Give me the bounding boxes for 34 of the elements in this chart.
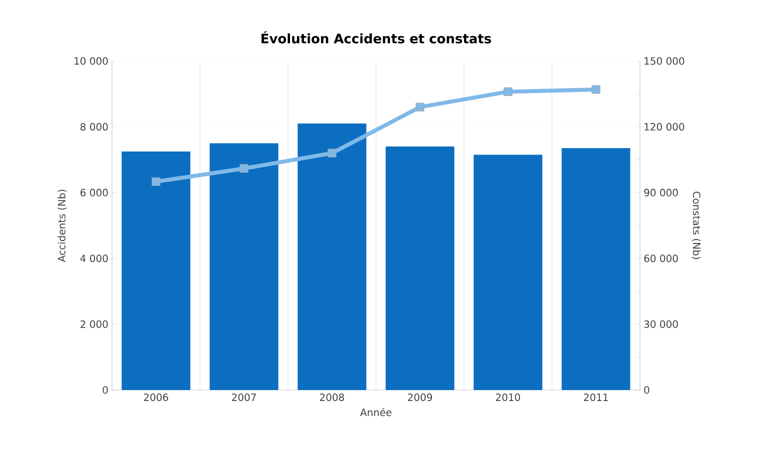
bar xyxy=(298,124,366,390)
y2-tick-label: 30 000 xyxy=(644,320,678,328)
y-tick-label: 6 000 xyxy=(80,188,108,196)
y2-tick-label: 90 000 xyxy=(644,188,678,196)
point xyxy=(240,164,248,173)
y2-tick-label: 60 000 xyxy=(644,254,678,262)
y-tick-label: 8 000 xyxy=(80,123,108,131)
x-tick-label: 2009 xyxy=(408,394,432,402)
bar xyxy=(122,151,190,390)
point xyxy=(328,148,336,158)
x-tick-label: 2008 xyxy=(320,394,344,402)
point xyxy=(152,177,160,186)
y-axis-title: Accidents (Nb) xyxy=(58,190,67,262)
y-tick-label: 2 000 xyxy=(80,320,108,328)
y-tick-label: 4 000 xyxy=(80,254,108,262)
point xyxy=(504,87,512,96)
point xyxy=(592,85,600,94)
bar xyxy=(386,146,454,390)
y2-tick-label: 0 xyxy=(644,386,650,394)
bar xyxy=(474,154,542,390)
y2-tick-label: 120 000 xyxy=(644,123,684,131)
x-tick-label: 2010 xyxy=(496,394,520,402)
y2-tick-label: 150 000 xyxy=(644,57,684,65)
bar xyxy=(210,143,278,390)
x-tick-label: 2007 xyxy=(232,394,256,402)
chart-title: Évolution Accidents et constats xyxy=(262,31,492,44)
x-axis-title: Année xyxy=(360,408,392,416)
x-tick-label: 2011 xyxy=(584,394,608,402)
y-tick-label: 10 000 xyxy=(74,57,108,65)
x-tick-label: 2006 xyxy=(144,394,168,402)
y2-axis-title: Constats (Nb) xyxy=(692,192,701,259)
y-tick-label: 0 xyxy=(102,386,108,394)
bar xyxy=(562,148,630,390)
point xyxy=(416,102,424,112)
